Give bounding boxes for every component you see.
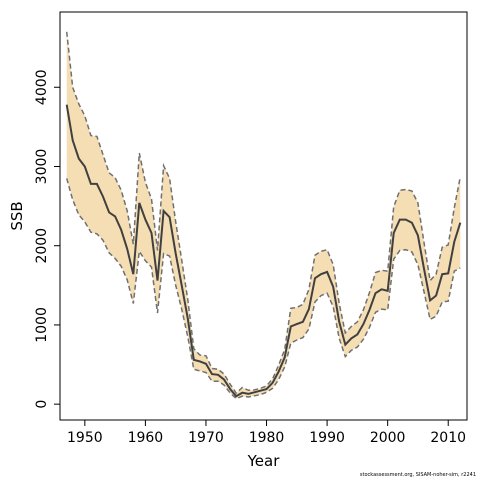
y-axis-title: SSB [8,201,26,230]
x-tick-label: 2010 [430,430,466,446]
x-axis-title: Year [247,452,281,470]
upper-bound-line [65,31,462,395]
y-tick-label: 2000 [34,228,50,264]
plot-frame [59,11,468,421]
lower-bound-line [65,178,461,400]
y-tick-label: 0 [34,400,50,409]
ssb-estimate-line [65,104,462,398]
y-tick-label: 3000 [34,149,50,185]
confidence-band [66,31,461,399]
x-tick-label: 1980 [249,430,285,446]
y-tick-label: 1000 [34,307,50,343]
credit-text: stockassessment.org, SISAM-noher-sim, r2… [359,472,476,478]
x-tick-label: 2000 [370,430,406,446]
x-tick-label: 1970 [188,430,224,446]
x-tick-label: 1950 [67,430,103,446]
confidence-band-layer [66,31,461,399]
y-tick-label: 4000 [34,69,50,105]
x-tick-label: 1960 [128,430,164,446]
line-layer [65,31,462,400]
axis-layer: 1950 1960 1970 1980 1990 2000 2010 0 1000 2000 300… [34,69,466,446]
x-tick-label: 1990 [309,430,345,446]
